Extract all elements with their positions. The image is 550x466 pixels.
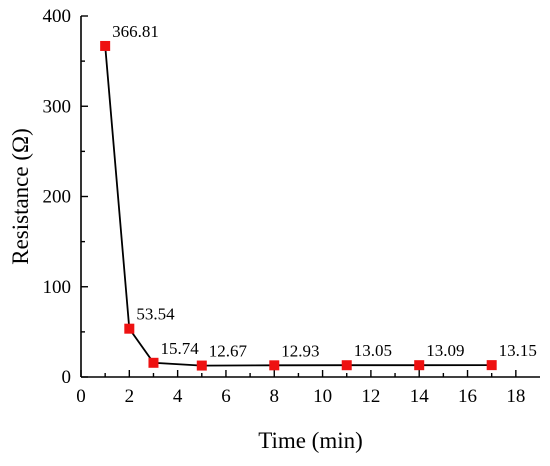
- data-point-marker: [414, 360, 425, 371]
- x-tick-label: 16: [458, 386, 477, 407]
- data-point-marker: [196, 360, 207, 371]
- data-point-label: 13.15: [499, 341, 537, 360]
- data-point-label: 53.54: [136, 305, 175, 324]
- data-point-label: 13.05: [354, 341, 392, 360]
- y-tick-label: 400: [43, 6, 72, 27]
- data-point-marker: [148, 357, 159, 368]
- tick-labels: 0 2 4 6 8 10 12 14 16 18 0 100 200 300 400: [43, 6, 526, 407]
- data-point-marker: [100, 40, 111, 51]
- data-point-label: 13.09: [426, 341, 464, 360]
- data-labels: 366.81 53.54 15.74 12.67 12.93 13.05 13.09 13.1…: [112, 22, 537, 361]
- x-tick-label: 0: [76, 386, 86, 407]
- x-tick-label: 12: [361, 386, 380, 407]
- y-tick-label: 300: [43, 96, 72, 117]
- series-group: [100, 40, 497, 371]
- data-point-marker: [486, 360, 497, 371]
- series-line: [104, 45, 492, 367]
- x-tick-label: 8: [270, 386, 280, 407]
- x-tick-label: 6: [221, 386, 231, 407]
- data-point-label: 366.81: [112, 22, 159, 41]
- x-tick-label: 4: [173, 386, 183, 407]
- x-tick-label: 2: [125, 386, 135, 407]
- data-point-label: 12.93: [281, 341, 319, 360]
- y-tick-label: 200: [43, 187, 72, 208]
- data-point-marker: [269, 360, 280, 371]
- x-tick-label: 10: [313, 386, 332, 407]
- data-point-marker: [341, 360, 352, 371]
- x-axis-label: Time (min): [258, 428, 363, 453]
- y-tick-label: 0: [62, 367, 72, 388]
- y-axis-label: Resistance (Ω): [8, 128, 33, 265]
- data-point-label: 15.74: [160, 339, 199, 358]
- y-tick-label: 100: [43, 277, 72, 298]
- x-tick-label: 18: [506, 386, 525, 407]
- data-point-label: 12.67: [209, 342, 248, 361]
- data-point-marker: [124, 323, 135, 334]
- x-tick-label: 14: [410, 386, 430, 407]
- tick-marks: [80, 15, 517, 378]
